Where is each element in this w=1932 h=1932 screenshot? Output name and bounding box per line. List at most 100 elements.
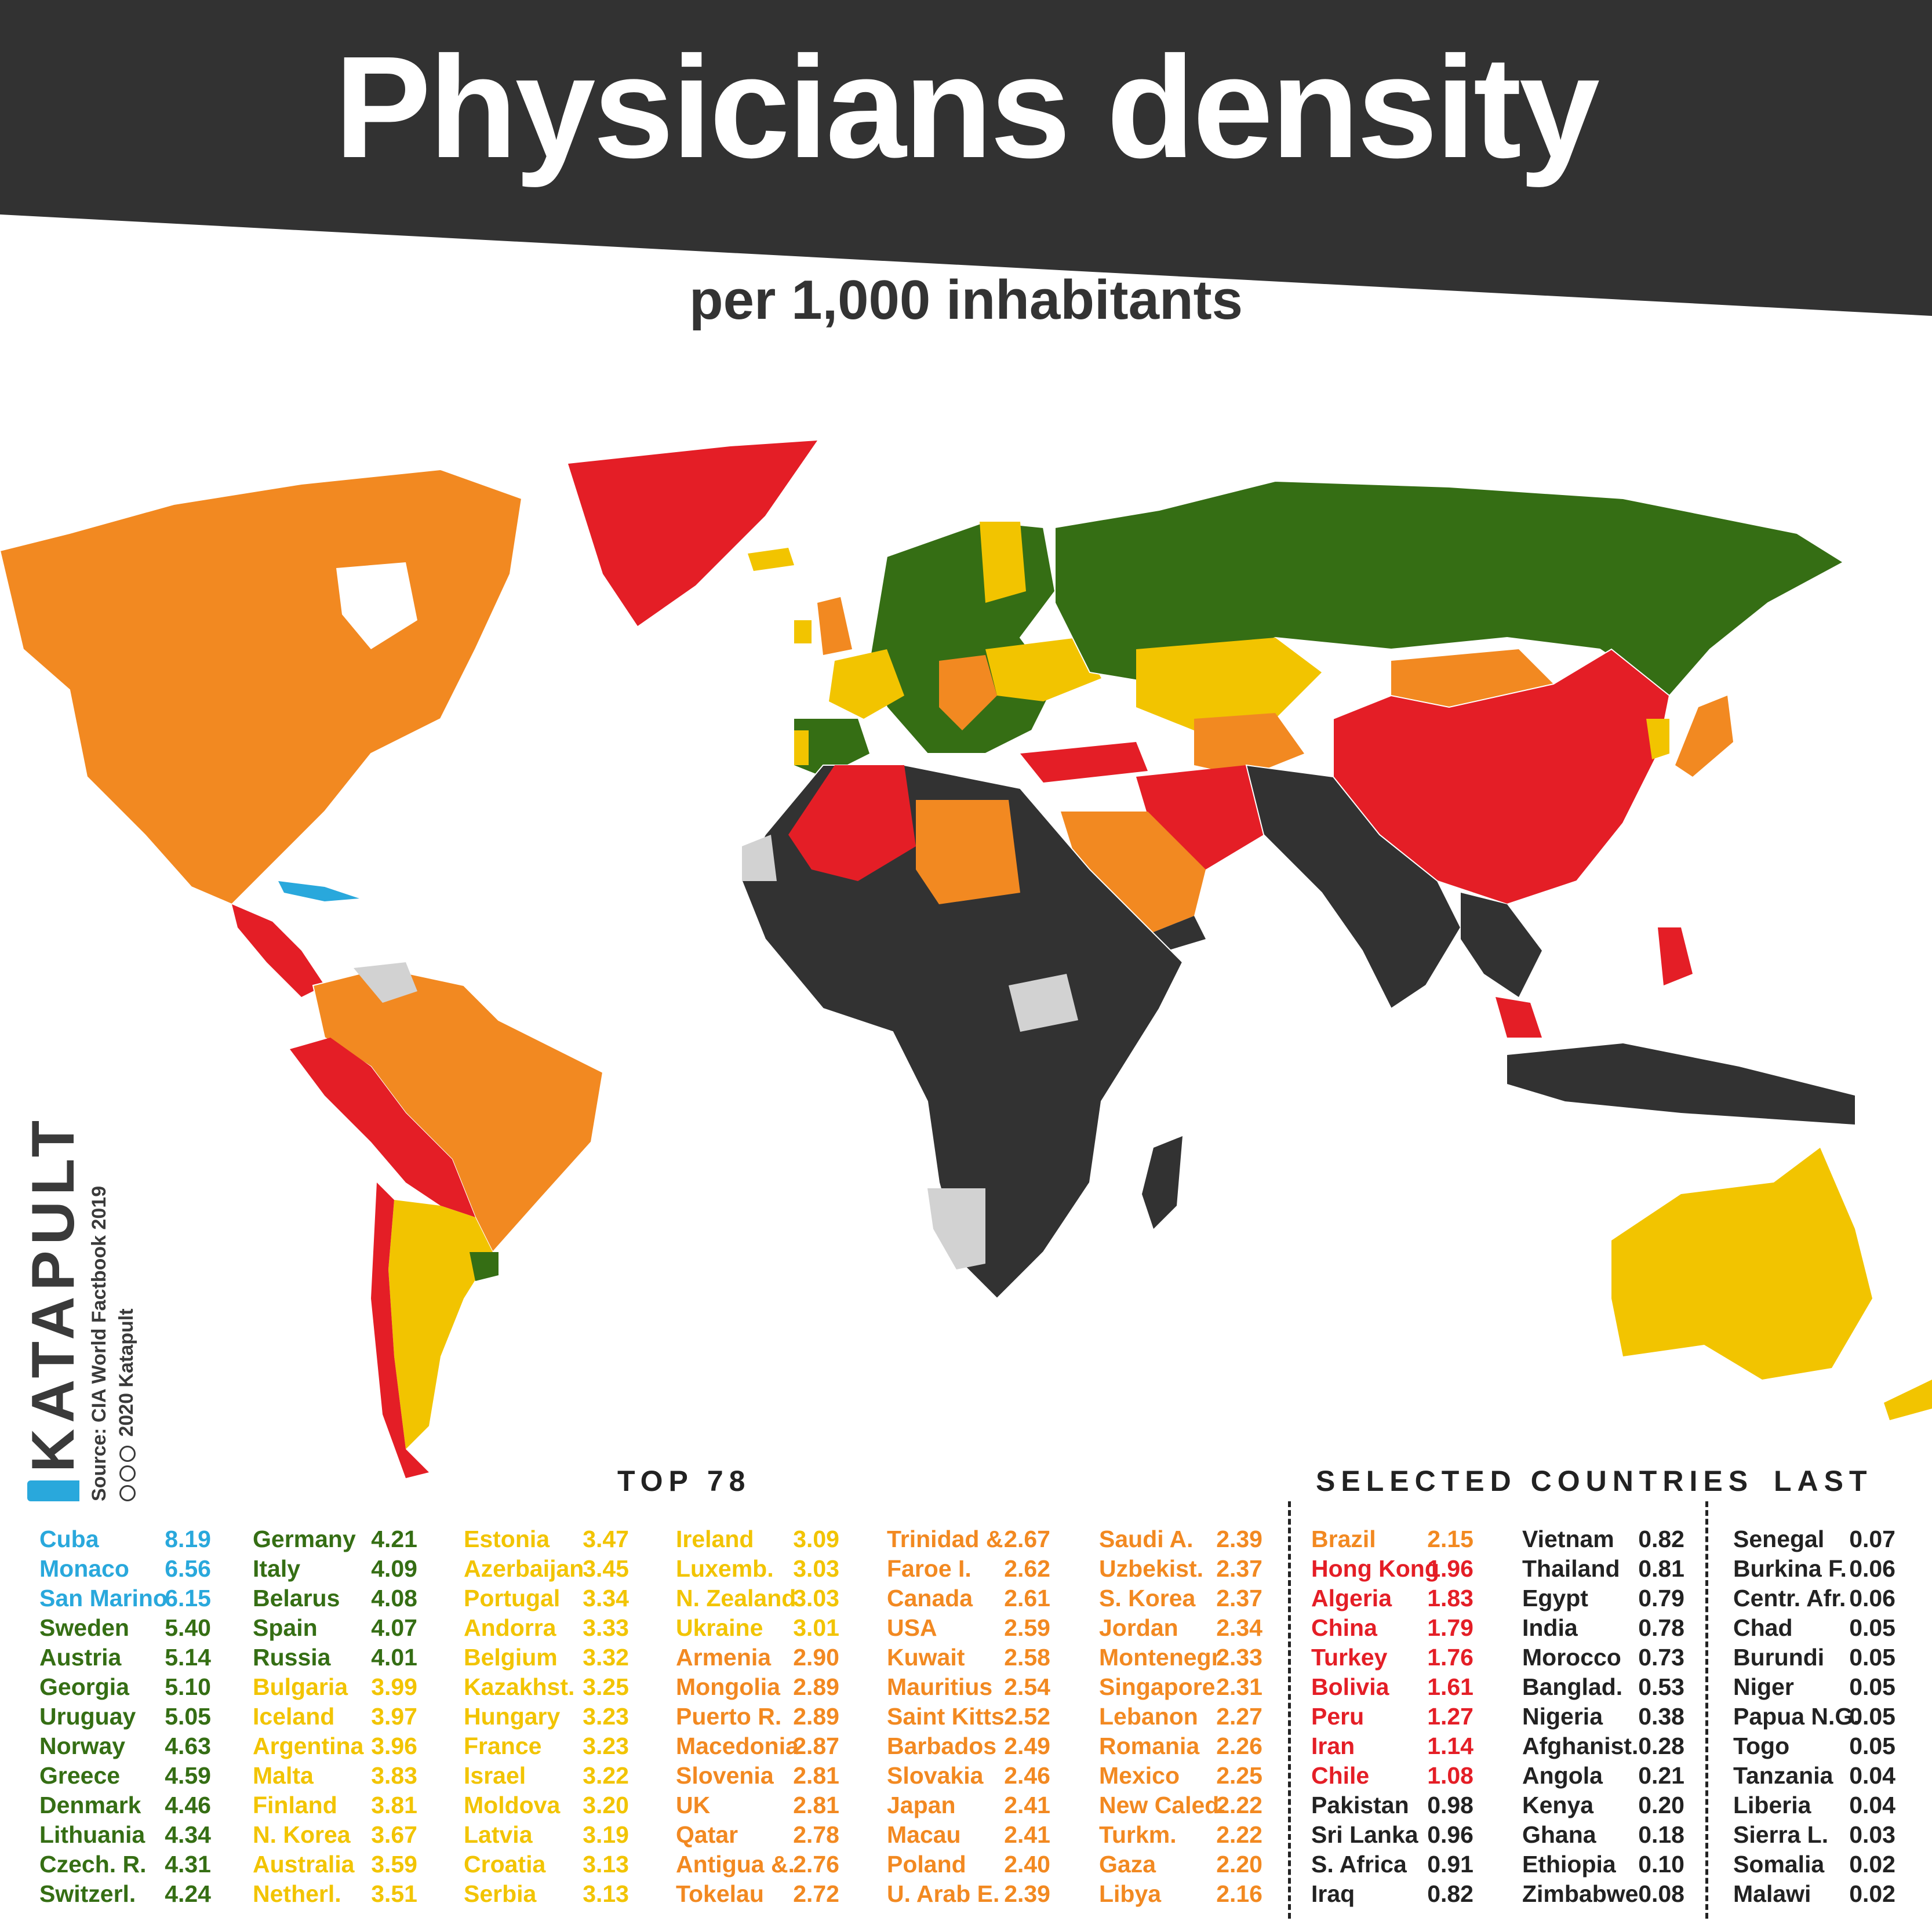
table-row: Bulgaria 3.99 [253, 1672, 417, 1702]
table-row: Niger 0.05 [1733, 1672, 1895, 1702]
map-iceland [748, 548, 794, 571]
table-row: Lebanon 2.27 [1099, 1702, 1262, 1731]
country-name: U. Arab E. [887, 1880, 1000, 1907]
density-value: 2.46 [1004, 1762, 1050, 1789]
table-row: Macedonia 2.87 [676, 1731, 839, 1761]
table-row: Saint Kitts. 2.52 [887, 1702, 1050, 1731]
density-value: 0.82 [1638, 1526, 1684, 1552]
country-name: Hong Kong [1311, 1555, 1439, 1582]
country-name: Israel [464, 1762, 526, 1789]
table-row: Tokelau 2.72 [676, 1879, 839, 1909]
country-name: Belgium [464, 1644, 558, 1671]
country-name: Barbados [887, 1733, 997, 1759]
density-value: 0.05 [1849, 1673, 1895, 1700]
country-name: N. Zealand [676, 1585, 796, 1611]
table-row: UK 2.81 [676, 1791, 839, 1820]
density-value: 0.82 [1427, 1880, 1473, 1907]
density-value: 1.27 [1427, 1703, 1473, 1730]
country-name: Brazil [1311, 1526, 1376, 1552]
density-value: 1.96 [1427, 1555, 1473, 1582]
density-value: 2.59 [1004, 1614, 1050, 1641]
country-name: Chile [1311, 1762, 1370, 1789]
country-name: Angola [1522, 1762, 1603, 1789]
table-row: Monaco 6.56 [39, 1554, 211, 1584]
density-value: 2.62 [1004, 1555, 1050, 1582]
density-value: 1.14 [1427, 1733, 1473, 1759]
country-name: Liberia [1733, 1792, 1811, 1818]
table-row: Antigua &. 2.76 [676, 1850, 839, 1879]
table-row: Mexico 2.25 [1099, 1761, 1262, 1791]
table-row: Iceland 3.97 [253, 1702, 417, 1731]
country-name: Sweden [39, 1614, 129, 1641]
density-value: 0.28 [1638, 1733, 1684, 1759]
density-value: 2.87 [793, 1733, 839, 1759]
table-row: S. Korea 2.37 [1099, 1584, 1262, 1613]
country-name: Zimbabwe [1522, 1880, 1639, 1907]
density-value: 2.27 [1216, 1703, 1262, 1730]
selected-col-2: Vietnam 0.82 Thailand 0.81 Egypt 0.79 India 0.7… [1522, 1525, 1684, 1909]
density-value: 2.90 [793, 1644, 839, 1671]
country-name: N. Korea [253, 1821, 351, 1848]
top78-col-5: Trinidad &. 2.67 Faroe I. 2.62 Canada 2.61 USA… [887, 1525, 1050, 1909]
table-row: Azerbaijan 3.45 [464, 1554, 629, 1584]
table-row: Tanzania 0.04 [1733, 1761, 1895, 1791]
table-row: Mauritius 2.54 [887, 1672, 1050, 1702]
country-name: Andorra [464, 1614, 556, 1641]
table-row: Chile 1.08 [1311, 1761, 1473, 1791]
country-name: Pakistan [1311, 1792, 1409, 1818]
density-value: 1.79 [1427, 1614, 1473, 1641]
table-row: Portugal 3.34 [464, 1584, 629, 1613]
country-name: Norway [39, 1733, 126, 1759]
density-value: 3.19 [583, 1821, 629, 1848]
country-name: S. Africa [1311, 1851, 1407, 1878]
density-value: 0.38 [1638, 1703, 1684, 1730]
country-name: China [1311, 1614, 1377, 1641]
map-southeast-asia [1461, 893, 1542, 997]
density-value: 2.81 [793, 1762, 839, 1789]
country-name: Germany [253, 1526, 356, 1552]
density-value: 2.58 [1004, 1644, 1050, 1671]
density-value: 3.01 [793, 1614, 839, 1641]
table-row: Peru 1.27 [1311, 1702, 1473, 1731]
table-row: Libya 2.16 [1099, 1879, 1262, 1909]
country-name: Senegal [1733, 1526, 1825, 1552]
density-value: 3.25 [583, 1673, 629, 1700]
table-row: Somalia 0.02 [1733, 1850, 1895, 1879]
table-row: Lithuania 4.34 [39, 1820, 211, 1850]
top78-col-1: Cuba 8.19 Monaco 6.56 San Marino 6.15 Sweden 5.… [39, 1525, 211, 1909]
density-value: 2.22 [1216, 1792, 1262, 1818]
table-row: Algeria 1.83 [1311, 1584, 1473, 1613]
density-value: 3.03 [793, 1585, 839, 1611]
country-name: Iraq [1311, 1880, 1355, 1907]
density-value: 0.78 [1638, 1614, 1684, 1641]
density-value: 6.56 [165, 1555, 211, 1582]
density-value: 5.10 [165, 1673, 211, 1700]
top78-title: TOP 78 [617, 1465, 751, 1497]
density-value: 0.73 [1638, 1644, 1684, 1671]
country-name: Iran [1311, 1733, 1355, 1759]
density-value: 2.67 [1004, 1526, 1050, 1552]
country-name: Turkey [1311, 1644, 1388, 1671]
table-row: China 1.79 [1311, 1613, 1473, 1643]
table-row: Singapore 2.31 [1099, 1672, 1262, 1702]
table-row: Kuwait 2.58 [887, 1643, 1050, 1672]
density-value: 3.34 [583, 1585, 629, 1611]
density-value: 1.83 [1427, 1585, 1473, 1611]
density-value: 5.05 [165, 1703, 211, 1730]
density-value: 0.05 [1849, 1703, 1895, 1730]
country-name: Serbia [464, 1880, 537, 1907]
map-portugal [794, 730, 809, 765]
table-row: Slovakia 2.46 [887, 1761, 1050, 1791]
density-value: 4.21 [371, 1526, 417, 1552]
country-name: USA [887, 1614, 937, 1641]
density-value: 2.20 [1216, 1851, 1262, 1878]
country-name: Armenia [676, 1644, 772, 1671]
country-name: Denmark [39, 1792, 141, 1818]
table-row: Russia 4.01 [253, 1643, 417, 1672]
country-name: Japan [887, 1792, 956, 1818]
top78-col-6: Saudi A. 2.39 Uzbekist. 2.37 S. Korea 2.37 Jor… [1099, 1525, 1262, 1909]
nd-icon [119, 1446, 136, 1462]
country-name: Kazakhst. [464, 1673, 575, 1700]
country-name: Malawi [1733, 1880, 1811, 1907]
table-row: Slovenia 2.81 [676, 1761, 839, 1791]
